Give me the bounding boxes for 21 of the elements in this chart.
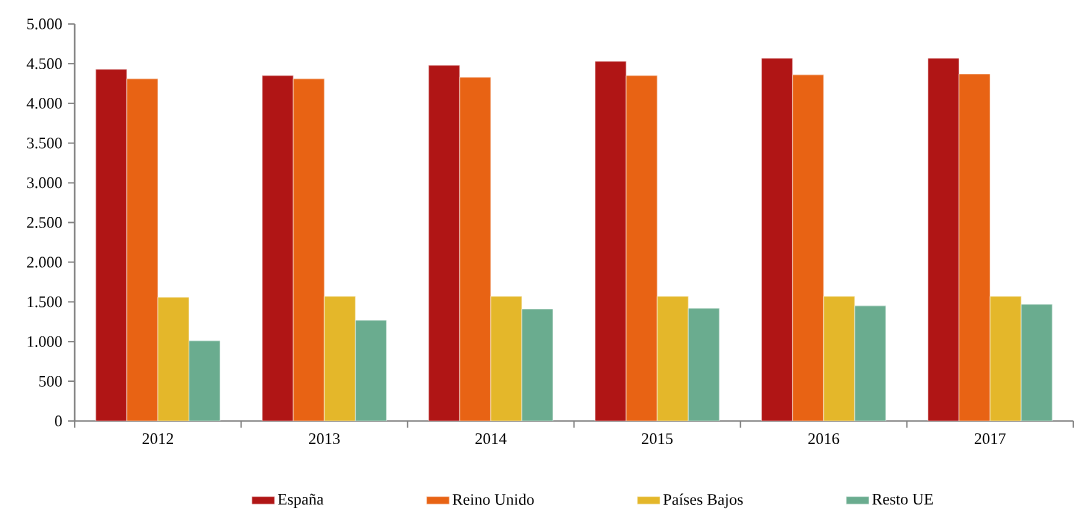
legend-label: Resto UE xyxy=(872,493,933,505)
y-tick-label: 1.000 xyxy=(27,336,62,348)
x-tick-label: 2014 xyxy=(475,433,507,445)
y-tick-label: 3.000 xyxy=(27,177,62,189)
x-tick-label: 2017 xyxy=(974,433,1006,445)
y-tick-label: 5.000 xyxy=(27,18,62,30)
y-tick-label: 0 xyxy=(55,415,62,427)
legend-label: Reino Unido xyxy=(452,493,534,505)
legend-label: España xyxy=(277,493,324,508)
y-tick-label: 4.500 xyxy=(26,58,62,70)
y-tick-label: 1.500 xyxy=(27,296,62,308)
y-tick-label: 3.500 xyxy=(27,137,62,149)
y-tick-label: 2.500 xyxy=(27,217,62,228)
x-tick-label: 2015 xyxy=(641,433,673,445)
y-tick-label: 4.000 xyxy=(26,97,62,109)
legend-label: Países Bajos xyxy=(663,493,743,509)
x-tick-label: 2013 xyxy=(309,433,340,445)
x-tick-label: 2012 xyxy=(142,433,174,445)
y-tick-label: 500 xyxy=(39,375,62,387)
y-tick-label: 2.000 xyxy=(27,256,62,268)
x-tick-label: 2016 xyxy=(808,433,840,445)
